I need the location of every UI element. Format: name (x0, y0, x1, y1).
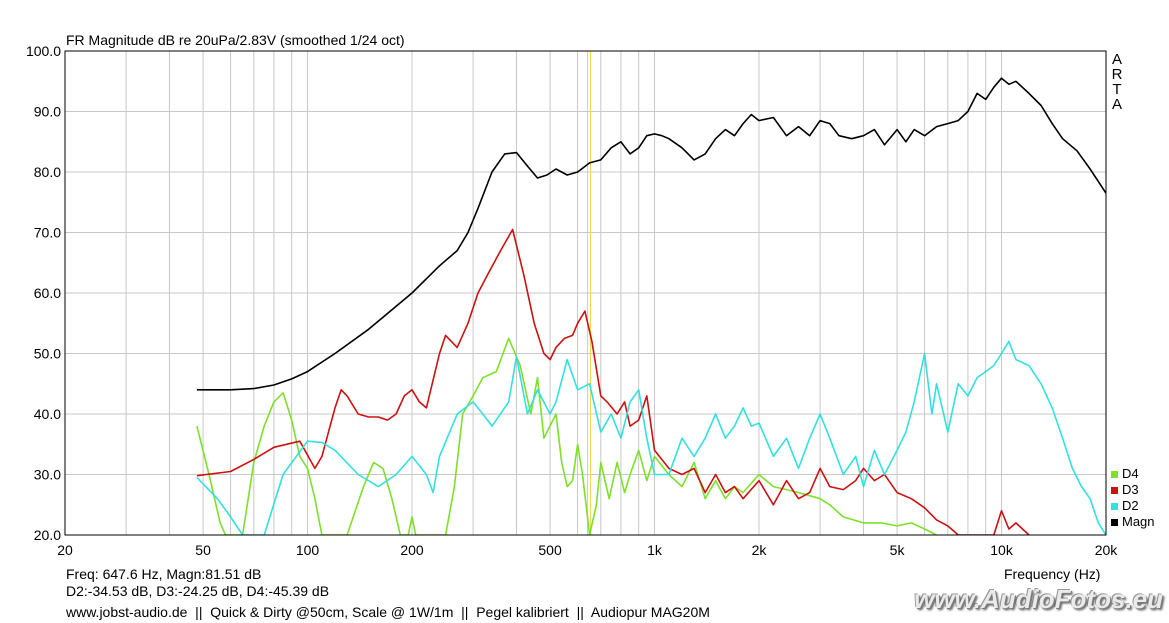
legend-label-magn: Magn (1122, 514, 1155, 529)
x-tick-label: 50 (195, 542, 211, 558)
y-tick-label: 30.0 (34, 467, 61, 483)
chart-title: FR Magnitude dB re 20uPa/2.83V (smoothed… (66, 32, 405, 48)
x-tick-label: 1k (647, 542, 663, 558)
cursor-readout-freq: Freq: 647.6 Hz, Magn:81.51 dB (66, 566, 262, 582)
x-tick-label: 20 (57, 542, 73, 558)
x-tick-label: 500 (538, 542, 562, 558)
x-tick-label: 20k (1095, 542, 1119, 558)
legend-label-d4: D4 (1122, 466, 1139, 481)
legend-item-magn[interactable]: Magn (1111, 514, 1155, 530)
y-tick-label: 20.0 (34, 527, 61, 543)
legend-swatch-magn (1111, 518, 1118, 526)
x-tick-label: 5k (890, 542, 906, 558)
y-tick-label: 70.0 (34, 225, 61, 241)
series-line-d4 (196, 337, 937, 535)
series-line-d2 (196, 340, 1106, 535)
y-tick-label: 90.0 (34, 104, 61, 120)
footer-caption: www.jobst-audio.de || Quick & Dirty @50c… (66, 604, 710, 620)
legend-item-d4[interactable]: D4 (1111, 466, 1155, 482)
legend-label-d3: D3 (1122, 482, 1139, 497)
watermark-logo: www.AudioFotos.eu (914, 584, 1163, 614)
y-tick-label: 60.0 (34, 285, 61, 301)
y-tick-label: 50.0 (34, 346, 61, 362)
arta-label: A R T A (1110, 52, 1124, 112)
y-tick-label: 40.0 (34, 406, 61, 422)
legend-swatch-d3 (1111, 486, 1118, 494)
arta-letter-1: A (1111, 51, 1122, 68)
legend: D4 D3 D2 Magn (1111, 466, 1155, 530)
x-tick-label: 200 (400, 542, 424, 558)
legend-item-d2[interactable]: D2 (1111, 498, 1155, 514)
x-tick-label: 10k (990, 542, 1014, 558)
plot-frame (64, 50, 1107, 536)
arta-letter-4: A (1111, 96, 1122, 113)
y-tick-label: 80.0 (34, 164, 61, 180)
x-tick-label: 100 (296, 542, 320, 558)
arta-letter-3: T (1112, 81, 1122, 98)
legend-swatch-d4 (1111, 470, 1118, 478)
x-tick-label: 2k (752, 542, 768, 558)
y-tick-label: 100.0 (26, 43, 61, 59)
arta-letter-2: R (1111, 66, 1123, 83)
legend-swatch-d2 (1111, 502, 1118, 510)
legend-item-d3[interactable]: D3 (1111, 482, 1155, 498)
x-axis-label: Frequency (Hz) (1004, 566, 1101, 582)
series-line-magn (196, 77, 1106, 391)
cursor-readout-distortion: D2:-34.53 dB, D3:-24.25 dB, D4:-45.39 dB (66, 583, 330, 599)
series-line-d3 (196, 228, 1030, 535)
legend-label-d2: D2 (1122, 498, 1139, 513)
